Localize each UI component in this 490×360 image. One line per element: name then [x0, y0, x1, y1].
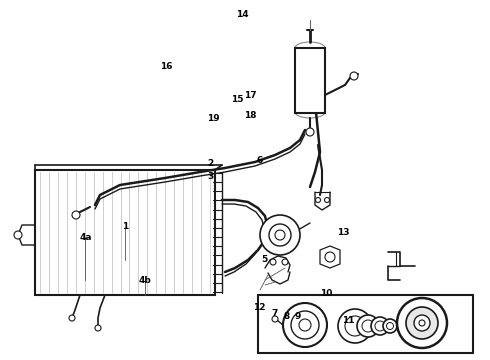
Text: 8: 8 — [284, 312, 290, 321]
Bar — [295, 48, 325, 113]
Circle shape — [283, 303, 327, 347]
Text: 2: 2 — [208, 159, 214, 168]
Circle shape — [69, 315, 75, 321]
Circle shape — [387, 323, 393, 329]
Polygon shape — [320, 246, 340, 268]
Circle shape — [414, 315, 430, 331]
Text: 17: 17 — [244, 91, 256, 100]
Circle shape — [316, 198, 320, 202]
Text: 16: 16 — [160, 62, 173, 71]
Text: 6: 6 — [257, 156, 263, 165]
Text: 12: 12 — [253, 303, 266, 312]
Circle shape — [269, 224, 291, 246]
Text: 3: 3 — [208, 172, 214, 181]
Text: 18: 18 — [244, 111, 256, 120]
Text: 13: 13 — [337, 228, 349, 237]
Circle shape — [270, 259, 276, 265]
Text: 4b: 4b — [138, 276, 151, 285]
Text: 4a: 4a — [79, 233, 92, 242]
Circle shape — [383, 319, 397, 333]
Circle shape — [419, 320, 425, 326]
Text: 19: 19 — [207, 114, 220, 123]
Circle shape — [299, 319, 311, 331]
Circle shape — [324, 198, 329, 202]
Circle shape — [325, 252, 335, 262]
Text: 1: 1 — [122, 222, 128, 231]
Circle shape — [345, 316, 365, 336]
Circle shape — [306, 128, 314, 136]
Text: 7: 7 — [271, 309, 278, 318]
Circle shape — [371, 317, 389, 335]
Circle shape — [362, 320, 374, 332]
Polygon shape — [258, 295, 473, 353]
Text: 15: 15 — [231, 95, 244, 104]
Text: 14: 14 — [236, 10, 249, 19]
Circle shape — [14, 231, 22, 239]
Text: 10: 10 — [319, 289, 332, 298]
Circle shape — [282, 259, 288, 265]
Text: 5: 5 — [262, 255, 268, 264]
Polygon shape — [35, 170, 215, 295]
Circle shape — [272, 316, 278, 322]
Circle shape — [72, 211, 80, 219]
Circle shape — [357, 315, 379, 337]
Circle shape — [291, 311, 319, 339]
Text: 11: 11 — [342, 316, 354, 325]
Circle shape — [397, 298, 447, 348]
Circle shape — [260, 215, 300, 255]
Circle shape — [406, 307, 438, 339]
Circle shape — [338, 309, 372, 343]
Circle shape — [375, 321, 385, 331]
Circle shape — [95, 325, 101, 331]
Circle shape — [275, 230, 285, 240]
Circle shape — [350, 72, 358, 80]
Text: 9: 9 — [294, 312, 301, 321]
